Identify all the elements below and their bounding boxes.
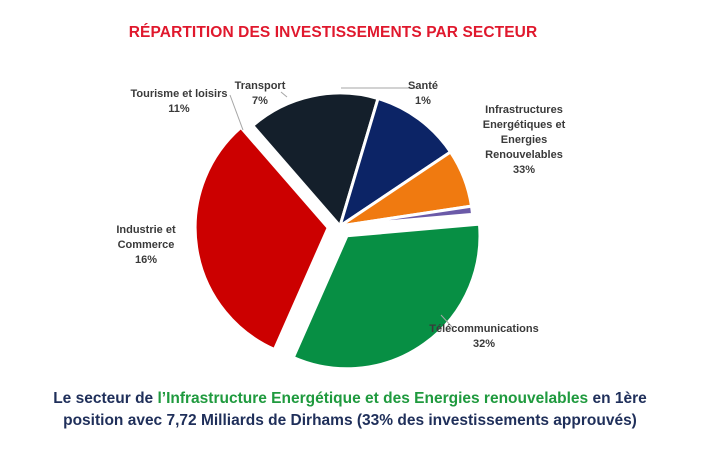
pie-slice-infra — [291, 222, 482, 371]
pie-slice-industrie — [251, 91, 380, 228]
slice-name-line-telecom: Télécommunications — [429, 323, 538, 335]
leader-line-transport — [280, 91, 288, 98]
slice-name-line-sante: Santé — [408, 80, 438, 92]
slice-label-industrie: Industrie et Commerce 16% — [116, 224, 176, 266]
slice-name-line-industrie: Industrie et — [116, 224, 176, 236]
slice-percent-telecom: 32% — [473, 338, 495, 350]
slice-label-infra: Infrastructures Energétiques et Energies Re… — [483, 104, 566, 176]
leader-line-tourisme — [229, 94, 244, 131]
slice-name-line-transport: Transport — [235, 80, 286, 92]
slice-label-tourisme: Tourisme et loisirs 11% — [131, 88, 228, 115]
slice-name-line-tourisme: Tourisme et loisirs — [131, 88, 228, 100]
slice-percent-sante: 1% — [415, 95, 431, 107]
slice-name-line-infra: Infrastructures — [485, 104, 563, 116]
caption-text-end: en 1ère position avec 7,72 Milliards de … — [63, 390, 647, 429]
slice-percent-transport: 7% — [252, 95, 268, 107]
chart-title: RÉPARTITION DES INVESTISSEMENTS PAR SECT… — [128, 24, 538, 41]
slice-name-line-infra: Energies — [501, 134, 547, 146]
slice-name-line-infra: Renouvelables — [485, 149, 563, 161]
pie-slice-sante — [338, 204, 474, 228]
slice-name-line-infra: Energétiques et — [483, 119, 566, 131]
pie-slice-telecom — [193, 125, 330, 351]
slice-percent-tourisme: 11% — [168, 103, 190, 115]
chart-caption: Le secteur de l’Infrastructure Energétiq… — [40, 388, 660, 432]
caption-text-start: Le secteur de — [53, 390, 158, 407]
slice-percent-infra: 33% — [513, 164, 535, 176]
caption-highlight: l’Infrastructure Energétique et des Ener… — [157, 390, 589, 407]
slice-name-line-industrie: Commerce — [118, 239, 175, 251]
leader-line-telecom — [440, 314, 453, 328]
slice-percent-industrie: 16% — [135, 254, 157, 266]
slice-label-telecom: Télécommunications 32% — [429, 323, 538, 350]
slice-label-sante: Santé 1% — [408, 80, 438, 107]
pie-slice-tourisme — [338, 97, 453, 228]
slice-label-transport: Transport 7% — [235, 80, 286, 107]
